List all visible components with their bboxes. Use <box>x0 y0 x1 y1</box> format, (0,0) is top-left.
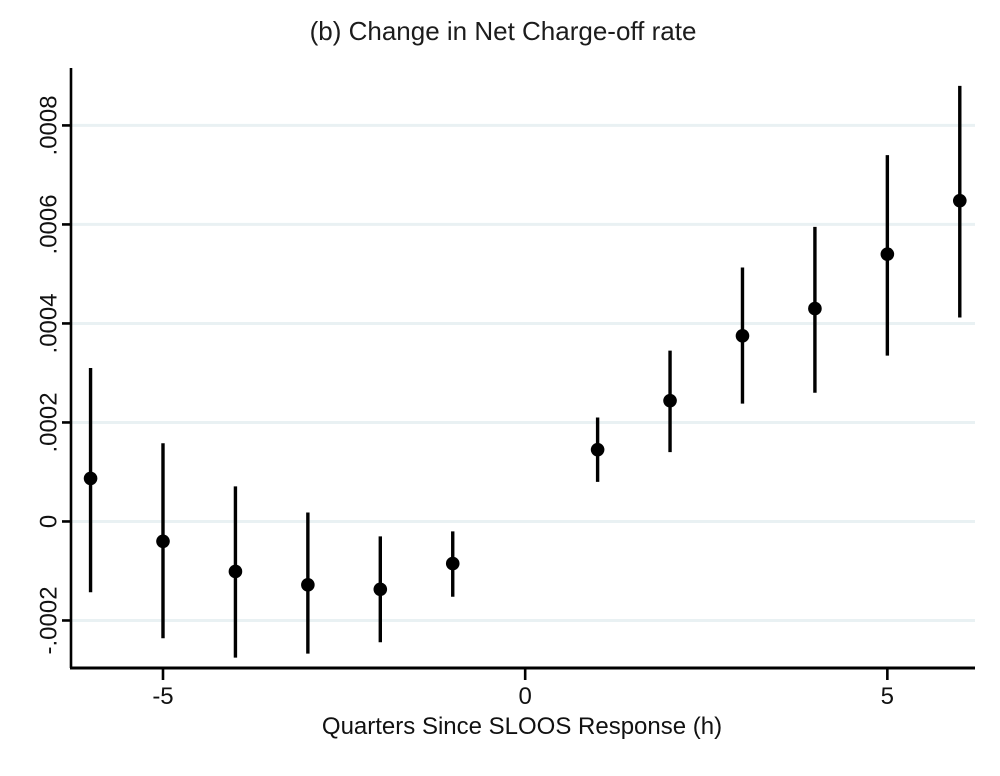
y-tick-label: .0006 <box>35 194 62 254</box>
data-point-marker <box>156 534 170 549</box>
chart-title: (b) Change in Net Charge-off rate <box>310 16 697 46</box>
x-tick-label: 5 <box>881 683 894 710</box>
data-point-marker <box>228 564 243 579</box>
data-point-marker <box>373 582 388 597</box>
axes <box>62 68 975 680</box>
data-point-marker <box>301 578 315 592</box>
x-tick-label: 0 <box>518 683 531 710</box>
y-tick-label: 0 <box>35 515 62 528</box>
markers <box>83 193 967 597</box>
data-point-marker <box>735 329 750 343</box>
data-point-marker <box>952 193 967 208</box>
data-point-marker <box>663 393 677 408</box>
data-point-marker <box>880 247 895 261</box>
error-bars <box>88 85 962 658</box>
y-tick-label: .0008 <box>35 95 62 155</box>
tick-labels: -.0002 0 .0002 .0004 .0006 .0008 -5 0 5 <box>35 95 894 710</box>
data-point-marker <box>83 471 98 486</box>
y-tick-label: .0004 <box>35 293 62 353</box>
gridlines <box>71 123 975 622</box>
data-point-marker <box>445 556 460 571</box>
y-tick-label: -.0002 <box>35 586 62 654</box>
data-point-marker <box>808 301 822 316</box>
x-tick-label: -5 <box>152 683 173 710</box>
x-axis-label: Quarters Since SLOOS Response (h) <box>322 713 722 740</box>
data-point-marker <box>590 442 605 457</box>
y-tick-label: .0002 <box>35 392 62 452</box>
